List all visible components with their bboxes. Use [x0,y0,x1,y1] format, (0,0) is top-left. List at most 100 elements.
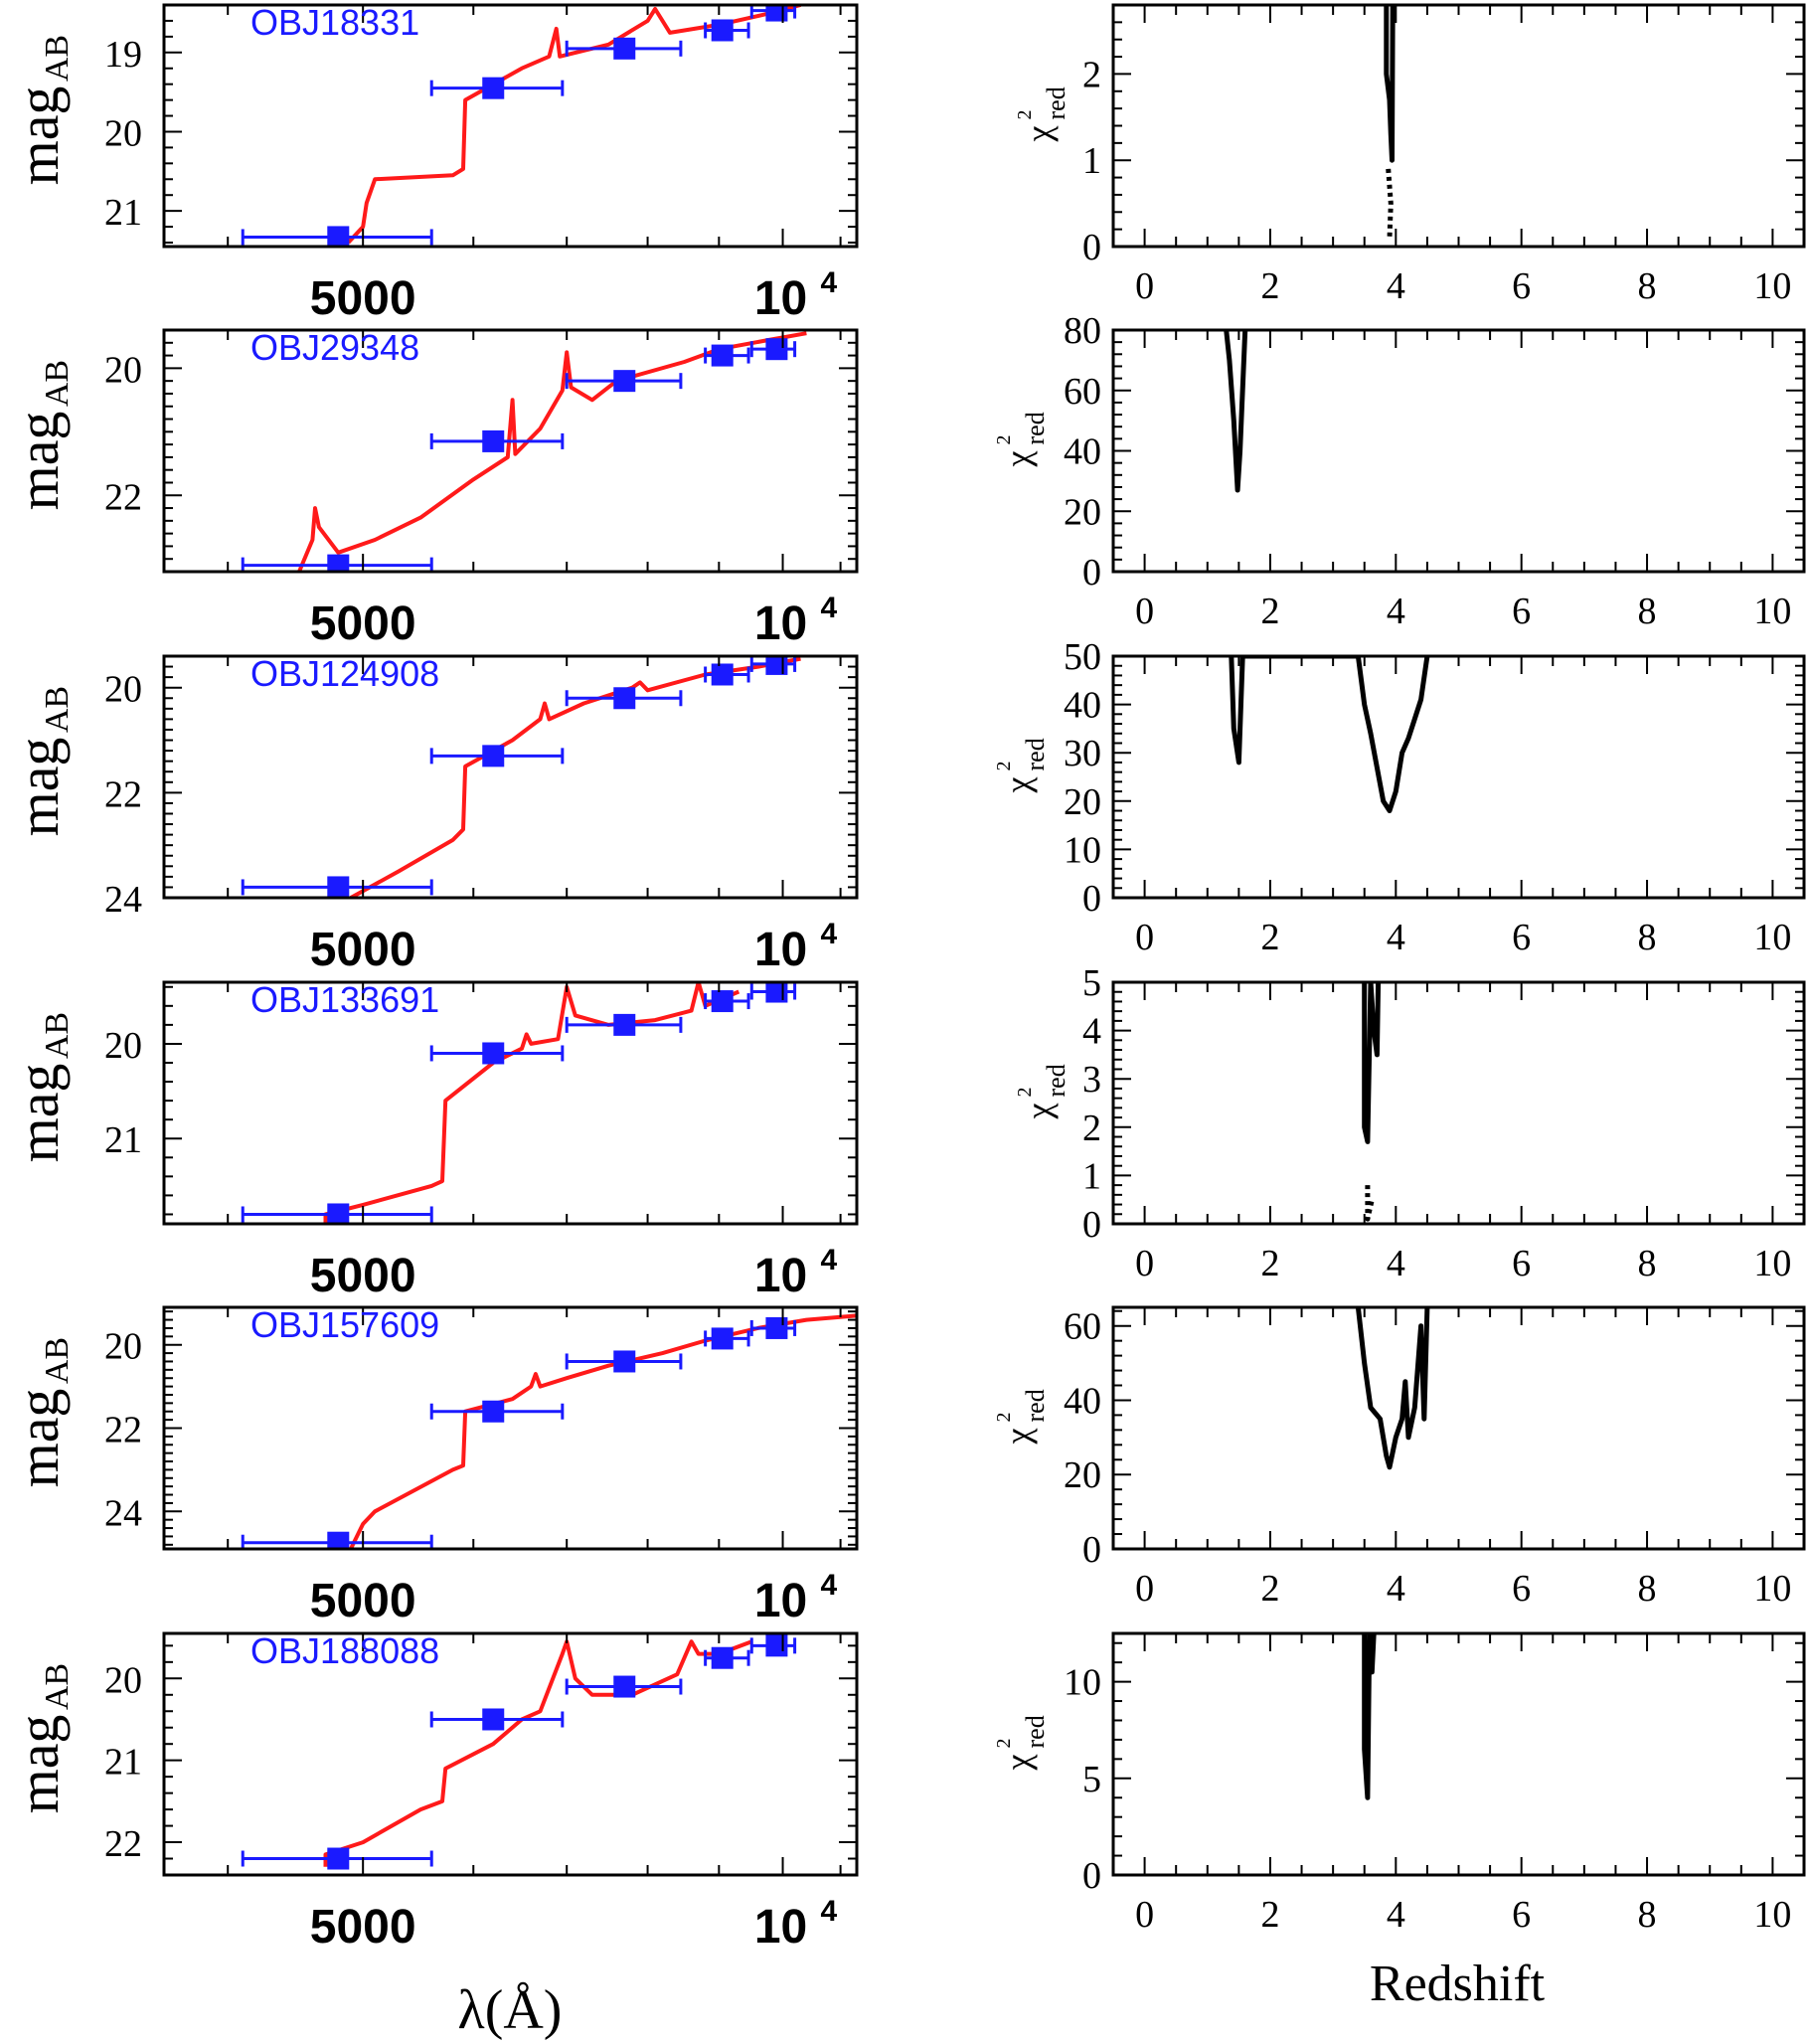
object-name: OBJ124908 [250,653,439,694]
chi2-y-tick-label: 0 [1082,1855,1101,1897]
photometry-marker [711,1646,734,1669]
chi2-y-tick-label: 5 [1082,1759,1101,1800]
chi2-ylabel-sup: 2 [1014,110,1036,120]
chi2-x-tick-label: 0 [1135,1894,1154,1936]
photometry-marker [613,1013,636,1036]
sed-y-tick-label: 20 [104,1025,142,1067]
photometry-point [429,77,565,99]
sed-y-tick-label: 21 [104,1742,142,1784]
model-spectrum [349,1313,857,1549]
model-spectrum [349,656,801,898]
chi2-y-tick-label: 20 [1064,1454,1101,1496]
chi2-x-tick-label: 6 [1512,591,1531,632]
sed-x-tick-1e4-exp: 4 [821,1244,838,1277]
panel-obj133691: 20 21 OBJ133691 5000 10 4 mag AB 0 2 4 6 8 10 0 1 2 3 4 5 χ 2… [6,962,1806,1302]
chi2-ylabel-sup: 2 [1014,1088,1036,1098]
chi2-frame [1111,1305,1806,1551]
photometry-marker [327,226,350,247]
chi2-y-tick-label: 2 [1082,1107,1101,1149]
sed-y-tick-label: 24 [104,879,142,921]
chi2-x-tick-label: 8 [1638,1243,1657,1284]
sed-y-tick-label: 20 [104,112,142,154]
chi2-y-tick-label: 10 [1064,829,1101,871]
chi2-ylabel-main: χ [998,776,1038,793]
sed-y-tick-label: 20 [104,349,142,391]
chi2-y-axis-label: χ 2 red [993,412,1050,467]
sed-frame [162,3,859,249]
model-spectrum [346,5,802,245]
object-name: OBJ133691 [250,979,439,1020]
ylabel-sub: AB [39,686,76,733]
ylabel-main: mag [6,86,71,186]
photometry-point [429,745,565,767]
photometry-marker [327,876,350,898]
chi2-frame [1111,980,1806,1226]
chi2-x-tick-label: 10 [1753,1894,1791,1936]
sed-x-tick-5000: 5000 [310,1575,416,1627]
photometry-point [429,1708,565,1731]
chi2-y-axis-label: χ 2 red [993,738,1050,793]
sed-y-tick-label: 22 [104,1410,142,1451]
chi2-y-tick-label: 5 [1082,962,1101,1004]
sed-x-tick-1e4: 10 [754,597,807,650]
chi2-ylabel-main: χ [1019,1103,1059,1119]
sed-y-tick-label: 20 [104,669,142,711]
sed-frame [162,1305,859,1551]
photometry-marker [613,687,636,710]
chi2-y-tick-label: 40 [1064,685,1101,727]
photometry-point [749,1634,797,1657]
chi2-ylabel-sub: red [1042,1064,1070,1097]
chi2-y-axis-label: χ 2 red [1014,1064,1070,1119]
chi2-y-axis-label: χ 2 red [993,1715,1050,1771]
chi2-curve [1362,1633,1377,1800]
chi2-x-tick-label: 2 [1260,1243,1279,1284]
chi2-y-tick-label: 0 [1082,1529,1101,1571]
chi2-ylabel-main: χ [1019,125,1059,142]
photometry-marker [482,745,505,767]
chi2-x-tick-label: 6 [1512,265,1531,307]
sed-frame [162,1631,859,1877]
chi2-ylabel-sub: red [1021,738,1050,770]
chi2-curve [1229,656,1430,813]
sed-y-tick-label: 22 [104,773,142,815]
chi2-y-tick-label: 0 [1082,552,1101,594]
chi2-x-tick-label: 6 [1512,917,1531,958]
chi2-ylabel-sub: red [1021,1715,1050,1748]
chi2-x-tick-label: 0 [1135,1568,1154,1610]
photometry-marker [711,990,734,1013]
chi2-ylabel-main: χ [998,1428,1038,1445]
chi2-frame [1111,328,1806,574]
photometry-marker [327,1203,350,1224]
chi2-x-tick-label: 2 [1260,265,1279,307]
sed-y-tick-label: 21 [104,192,142,234]
chi2-y-tick-label: 0 [1082,1204,1101,1246]
chi2-curve [1224,330,1248,493]
chi2-ylabel-sup: 2 [993,1413,1015,1423]
object-name: OBJ29348 [250,327,419,368]
chi2-x-tick-label: 10 [1753,917,1791,958]
chi2-y-tick-label: 10 [1064,1662,1101,1704]
sed-x-tick-5000: 5000 [310,924,416,976]
chi2-x-tick-label: 10 [1753,591,1791,632]
chi2-x-tick-label: 0 [1135,591,1154,632]
ylabel-main: mag [6,1715,71,1814]
sed-x-tick-1e4-exp: 4 [821,592,838,624]
chi2-x-tick-label: 8 [1638,917,1657,958]
chi2-y-tick-label: 1 [1082,1155,1101,1197]
chi2-x-tick-label: 4 [1387,265,1405,307]
object-name: OBJ157609 [250,1304,439,1345]
chi2-x-tick-label: 4 [1387,1894,1405,1936]
photometry-marker [613,1350,636,1373]
chi2-y-tick-label: 60 [1064,371,1101,413]
chi2-y-tick-label: 0 [1082,227,1101,268]
photometry-point [749,982,797,1003]
photometry-marker [711,344,734,367]
photometry-point [565,1675,683,1698]
photometry-point [565,37,683,60]
sed-y-tick-label: 24 [104,1492,142,1534]
